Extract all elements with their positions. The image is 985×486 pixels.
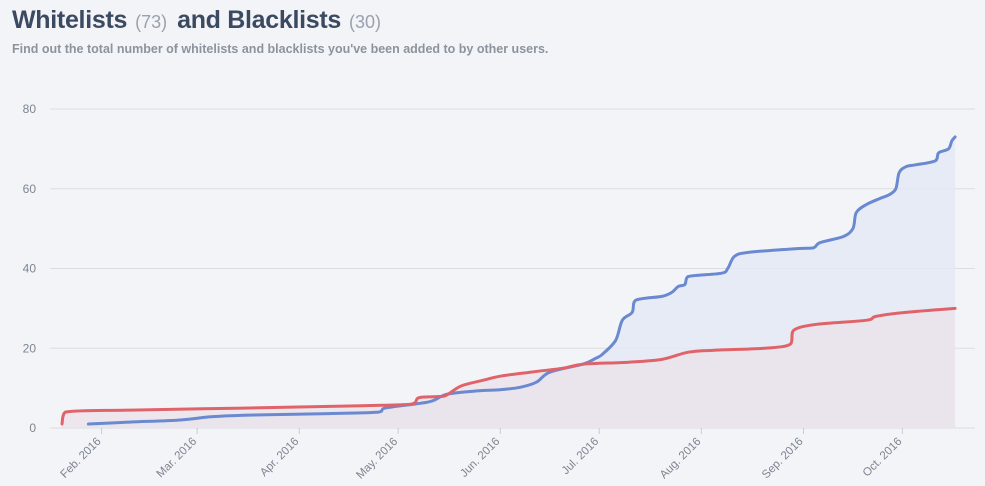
y-tick-label: 0 (29, 421, 36, 435)
x-tick-label: May. 2016 (354, 436, 400, 481)
page-title: Whitelists (73) and Blacklists (30) (12, 6, 972, 40)
y-tick-label: 60 (23, 182, 37, 196)
page-subtitle: Find out the total number of whitelists … (12, 42, 549, 56)
x-tick-label: Jul. 2016 (560, 436, 601, 477)
x-tick-label: Oct. 2016 (861, 436, 905, 480)
x-tick-label: Feb. 2016 (59, 436, 104, 481)
title-whitelists: Whitelists (12, 6, 128, 34)
x-tick-label: Mar. 2016 (155, 436, 200, 481)
x-tick-label: Apr. 2016 (258, 436, 301, 479)
y-tick-label: 40 (23, 262, 37, 276)
x-tick-label: Jun. 2016 (458, 436, 502, 480)
blacklists-line (60, 306, 957, 426)
chart-header: Whitelists (73) and Blacklists (30) Find ou… (12, 6, 972, 56)
x-tick-label: Sep. 2016 (760, 436, 806, 481)
blacklists-count: (30) (349, 12, 382, 32)
whitelists-line (86, 135, 957, 426)
title-blacklists: and Blacklists (177, 6, 342, 34)
whitelists-count: (73) (135, 12, 168, 32)
y-tick-label: 80 (23, 102, 37, 116)
blacklists-area (62, 308, 956, 428)
y-tick-label: 20 (23, 341, 37, 355)
x-tick-label: Aug. 2016 (658, 436, 704, 481)
